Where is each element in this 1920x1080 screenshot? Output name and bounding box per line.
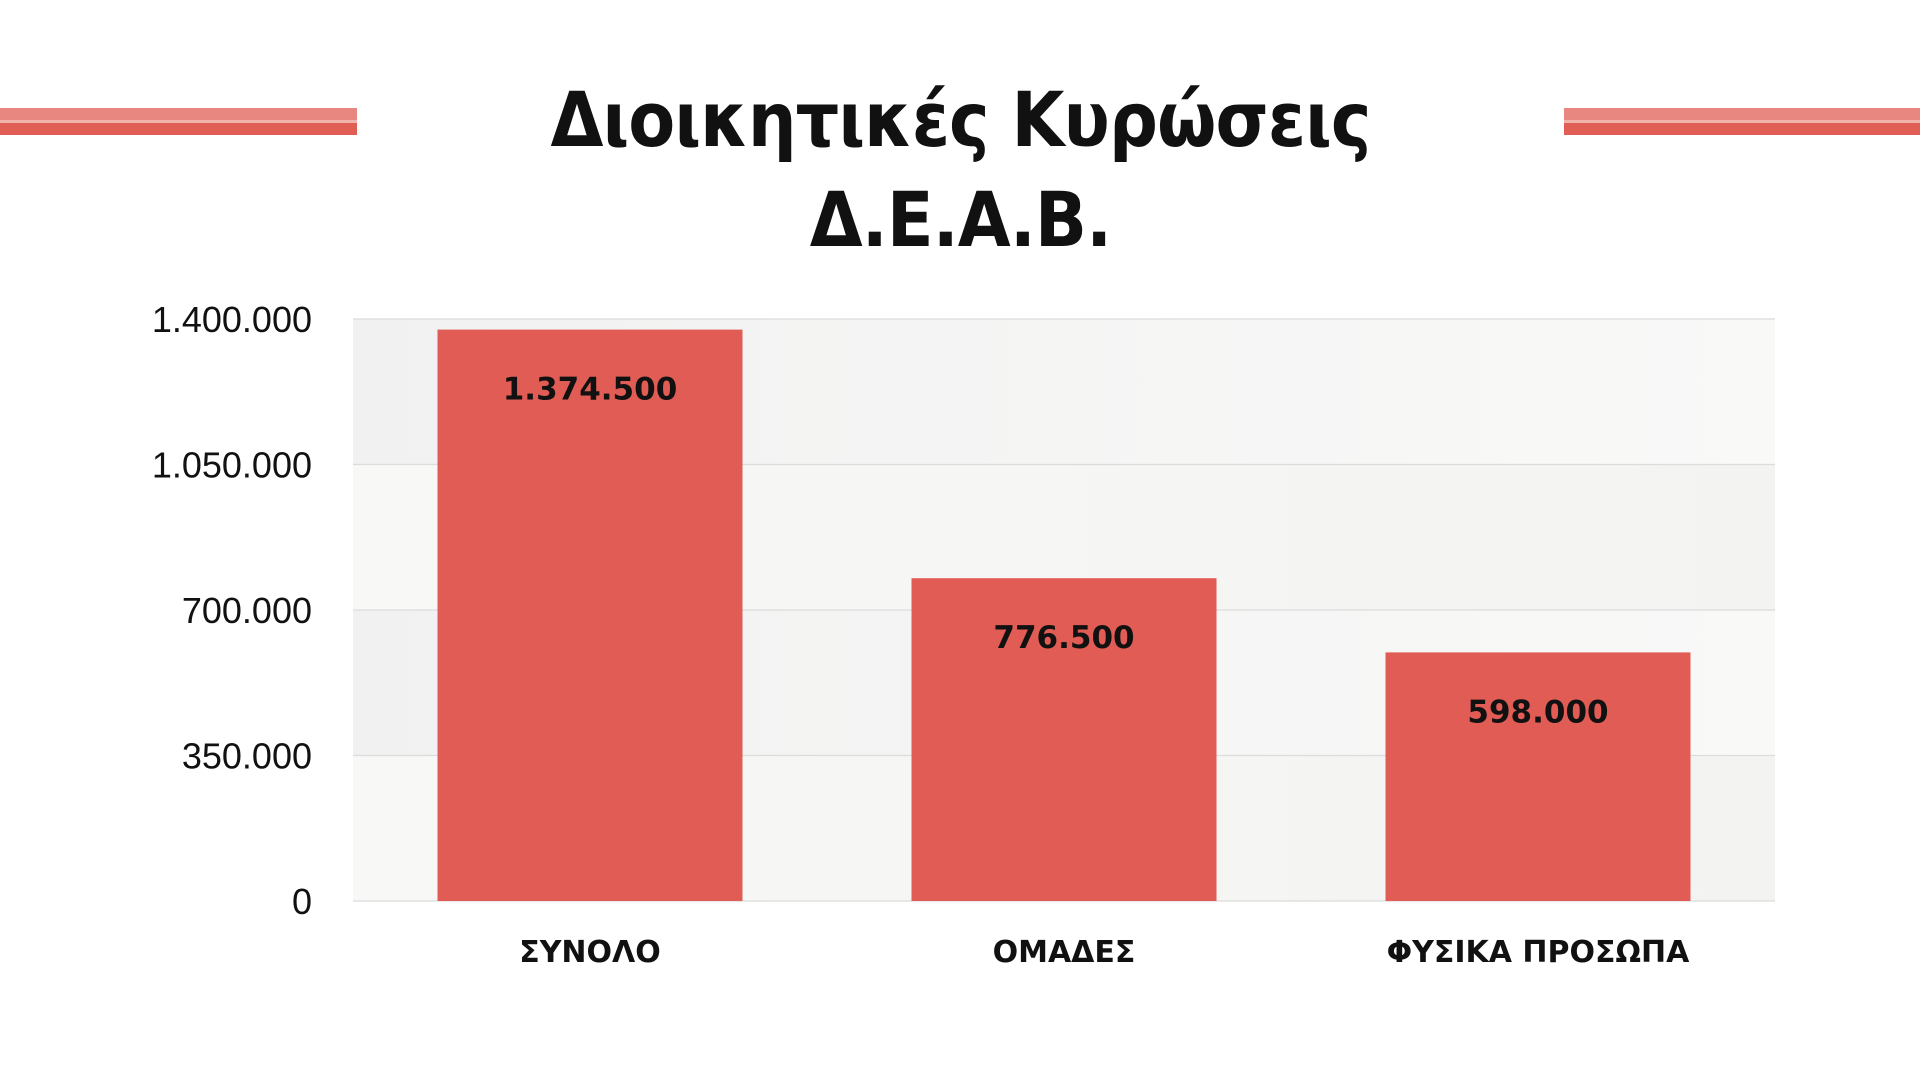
decorative-line-right	[1564, 108, 1920, 135]
bar	[437, 329, 743, 901]
bar	[911, 578, 1217, 901]
bar	[1385, 652, 1691, 901]
data-label: 598.000	[1467, 694, 1608, 730]
bar-series	[437, 329, 1691, 901]
x-tick-label: ΦΥΣΙΚΑ ΠΡΟΣΩΠΑ	[1387, 935, 1690, 970]
decorative-line-left	[0, 108, 357, 135]
x-axis: ΣΥΝΟΛΟ ΟΜΑΔΕΣ ΦΥΣΙΚΑ ΠΡΟΣΩΠΑ	[519, 935, 1690, 970]
y-tick-label: 700.000	[182, 590, 312, 631]
x-tick-label: ΟΜΑΔΕΣ	[993, 935, 1136, 970]
x-tick-label: ΣΥΝΟΛΟ	[519, 935, 661, 970]
y-tick-label: 1.050.000	[152, 445, 312, 486]
y-axis: 0 350.000 700.000 1.050.000 1.400.000	[152, 299, 312, 922]
data-label: 1.374.500	[503, 372, 678, 408]
chart-title: Διοικητικές Κυρώσεις Δ.Ε.Α.Β.	[550, 75, 1371, 264]
y-tick-label: 1.400.000	[152, 299, 312, 340]
y-tick-label: 350.000	[182, 736, 312, 777]
data-label: 776.500	[993, 620, 1134, 656]
y-tick-label: 0	[292, 881, 312, 922]
data-labels: 1.374.500 776.500 598.000	[503, 372, 1609, 731]
